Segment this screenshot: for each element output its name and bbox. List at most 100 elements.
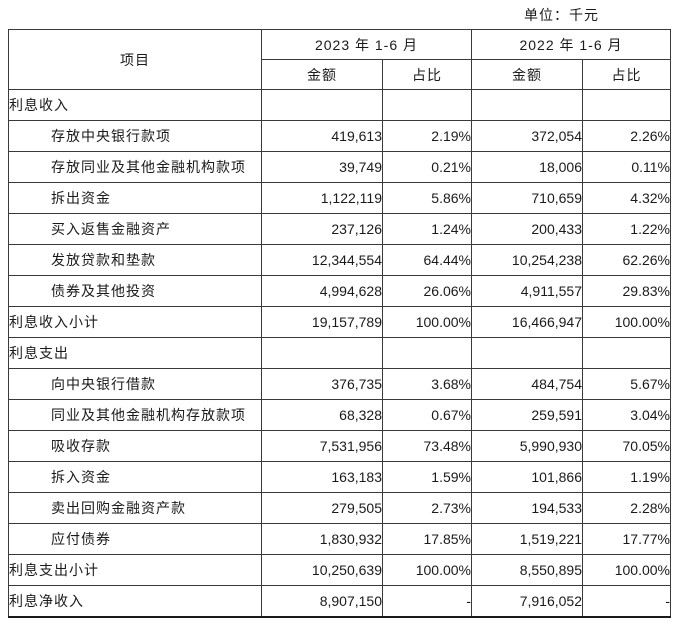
ratio-2022-cell: 1.22%	[582, 213, 671, 245]
table-row: 利息收入小计 19,157,789 100.00% 16,466,947 100.00%	[8, 306, 671, 338]
ratio-2022-cell: 1.19%	[582, 461, 671, 493]
amount-2023-cell: 279,505	[261, 492, 383, 524]
ratio-2023-cell: 2.19%	[382, 120, 472, 152]
ratio-2023-cell: 2.73%	[382, 492, 472, 524]
amount-2023-cell: 4,994,628	[261, 275, 383, 307]
table-row: 债券及其他投资 4,994,628 26.06% 4,911,557 29.83%	[8, 275, 671, 307]
amount-2022-cell: 710,659	[471, 182, 583, 214]
amount-2022-cell: 5,990,930	[471, 430, 583, 462]
amount-2022-cell	[471, 337, 583, 369]
amount-2022-cell: 8,550,895	[471, 554, 583, 586]
ratio-2022-cell	[582, 89, 671, 121]
amount-2023-cell: 163,183	[261, 461, 383, 493]
row-label: 拆入资金	[8, 461, 262, 493]
row-label: 吸收存款	[8, 430, 262, 462]
header-ratio-2022: 占比	[582, 59, 671, 90]
header-ratio-2023: 占比	[382, 59, 472, 90]
row-label: 买入返售金融资产	[8, 213, 262, 245]
row-label: 卖出回购金融资产款	[8, 492, 262, 524]
table-row: 利息支出小计 10,250,639 100.00% 8,550,895 100.00%	[8, 554, 671, 586]
row-label: 同业及其他金融机构存放款项	[8, 399, 262, 431]
ratio-2022-cell: 2.28%	[582, 492, 671, 524]
amount-2022-cell: 101,866	[471, 461, 583, 493]
row-label: 利息净收入	[8, 585, 262, 618]
ratio-2022-cell: 5.67%	[582, 368, 671, 400]
table-body: 利息收入 存放中央银行款项 419,613 2.19% 372,054 2.26% 存放同业…	[8, 89, 671, 618]
table-row: 吸收存款 7,531,956 73.48% 5,990,930 70.05%	[8, 430, 671, 462]
ratio-2022-cell: 62.26%	[582, 244, 671, 276]
ratio-2023-cell: 17.85%	[382, 523, 472, 555]
ratio-2023-cell	[382, 337, 472, 369]
amount-2022-cell: 194,533	[471, 492, 583, 524]
amount-2023-cell: 8,907,150	[261, 585, 383, 618]
row-label: 利息收入	[8, 89, 262, 121]
header-amount-2023: 金额	[261, 59, 383, 90]
amount-2023-cell: 1,830,932	[261, 523, 383, 555]
amount-2022-cell: 1,519,221	[471, 523, 583, 555]
ratio-2023-cell	[382, 89, 472, 121]
header-period-2023: 2023 年 1-6 月	[261, 29, 472, 60]
table-row: 发放贷款和垫款 12,344,554 64.44% 10,254,238 62.26%	[8, 244, 671, 276]
amount-2023-cell: 19,157,789	[261, 306, 383, 338]
ratio-2022-cell: 100.00%	[582, 306, 671, 338]
amount-2022-cell: 372,054	[471, 120, 583, 152]
table-row: 应付债券 1,830,932 17.85% 1,519,221 17.77%	[8, 523, 671, 555]
amount-2023-cell: 68,328	[261, 399, 383, 431]
table-row: 利息净收入 8,907,150-7,916,052-	[8, 585, 671, 618]
ratio-2022-cell: 100.00%	[582, 554, 671, 586]
ratio-2023-cell: 0.67%	[382, 399, 472, 431]
ratio-2022-cell: 29.83%	[582, 275, 671, 307]
header-amount-2022: 金额	[471, 59, 583, 90]
ratio-2023-cell: 1.59%	[382, 461, 472, 493]
row-label: 利息收入小计	[8, 306, 262, 338]
amount-2023-cell	[261, 89, 383, 121]
table-row: 存放中央银行款项 419,613 2.19% 372,054 2.26%	[8, 120, 671, 152]
unit-label: 单位：千元	[524, 7, 599, 23]
ratio-2023-cell: 3.68%	[382, 368, 472, 400]
ratio-2023-cell: 0.21%	[382, 151, 472, 183]
amount-2023-cell: 1,122,119	[261, 182, 383, 214]
row-label: 存放中央银行款项	[8, 120, 262, 152]
ratio-2022-cell: 4.32%	[582, 182, 671, 214]
amount-2023-cell: 376,735	[261, 368, 383, 400]
ratio-2022-cell: 70.05%	[582, 430, 671, 462]
amount-2022-cell: 259,591	[471, 399, 583, 431]
interest-income-expense-table: 项目 2023 年 1-6 月 2022 年 1-6 月 金额 占比 金额 占比…	[8, 29, 671, 618]
header-row-periods: 项目 2023 年 1-6 月 2022 年 1-6 月	[8, 29, 671, 90]
amount-2022-cell: 200,433	[471, 213, 583, 245]
amount-2022-cell	[471, 89, 583, 121]
row-label: 拆出资金	[8, 182, 262, 214]
table-row: 向中央银行借款 376,735 3.68% 484,754 5.67%	[8, 368, 671, 400]
header-period-2022: 2022 年 1-6 月	[471, 29, 671, 60]
amount-2023-cell: 10,250,639	[261, 554, 383, 586]
ratio-2022-cell: 2.26%	[582, 120, 671, 152]
table-row: 卖出回购金融资产款 279,505 2.73% 194,533 2.28%	[8, 492, 671, 524]
amount-2023-cell	[261, 337, 383, 369]
amount-2023-cell: 39,749	[261, 151, 383, 183]
ratio-2022-cell: 0.11%	[582, 151, 671, 183]
ratio-2023-cell: 100.00%	[382, 306, 472, 338]
row-label: 利息支出	[8, 337, 262, 369]
ratio-2023-cell: 73.48%	[382, 430, 472, 462]
table-row: 存放同业及其他金融机构款项 39,749 0.21% 18,006 0.11%	[8, 151, 671, 183]
amount-2022-cell: 4,911,557	[471, 275, 583, 307]
row-label: 利息支出小计	[8, 554, 262, 586]
amount-2023-cell: 12,344,554	[261, 244, 383, 276]
table-row: 拆入资金 163,183 1.59% 101,866 1.19%	[8, 461, 671, 493]
amount-2023-cell: 419,613	[261, 120, 383, 152]
row-label: 债券及其他投资	[8, 275, 262, 307]
amount-2023-cell: 7,531,956	[261, 430, 383, 462]
amount-2022-cell: 16,466,947	[471, 306, 583, 338]
ratio-2022-cell: -	[582, 585, 671, 618]
ratio-2023-cell: 5.86%	[382, 182, 472, 214]
ratio-2022-cell: 3.04%	[582, 399, 671, 431]
ratio-2023-cell: 26.06%	[382, 275, 472, 307]
amount-2022-cell: 484,754	[471, 368, 583, 400]
row-label: 存放同业及其他金融机构款项	[8, 151, 262, 183]
amount-2023-cell: 237,126	[261, 213, 383, 245]
amount-2022-cell: 18,006	[471, 151, 583, 183]
row-label: 应付债券	[8, 523, 262, 555]
row-label: 发放贷款和垫款	[8, 244, 262, 276]
table-row: 同业及其他金融机构存放款项 68,328 0.67% 259,591 3.04%	[8, 399, 671, 431]
amount-2022-cell: 10,254,238	[471, 244, 583, 276]
